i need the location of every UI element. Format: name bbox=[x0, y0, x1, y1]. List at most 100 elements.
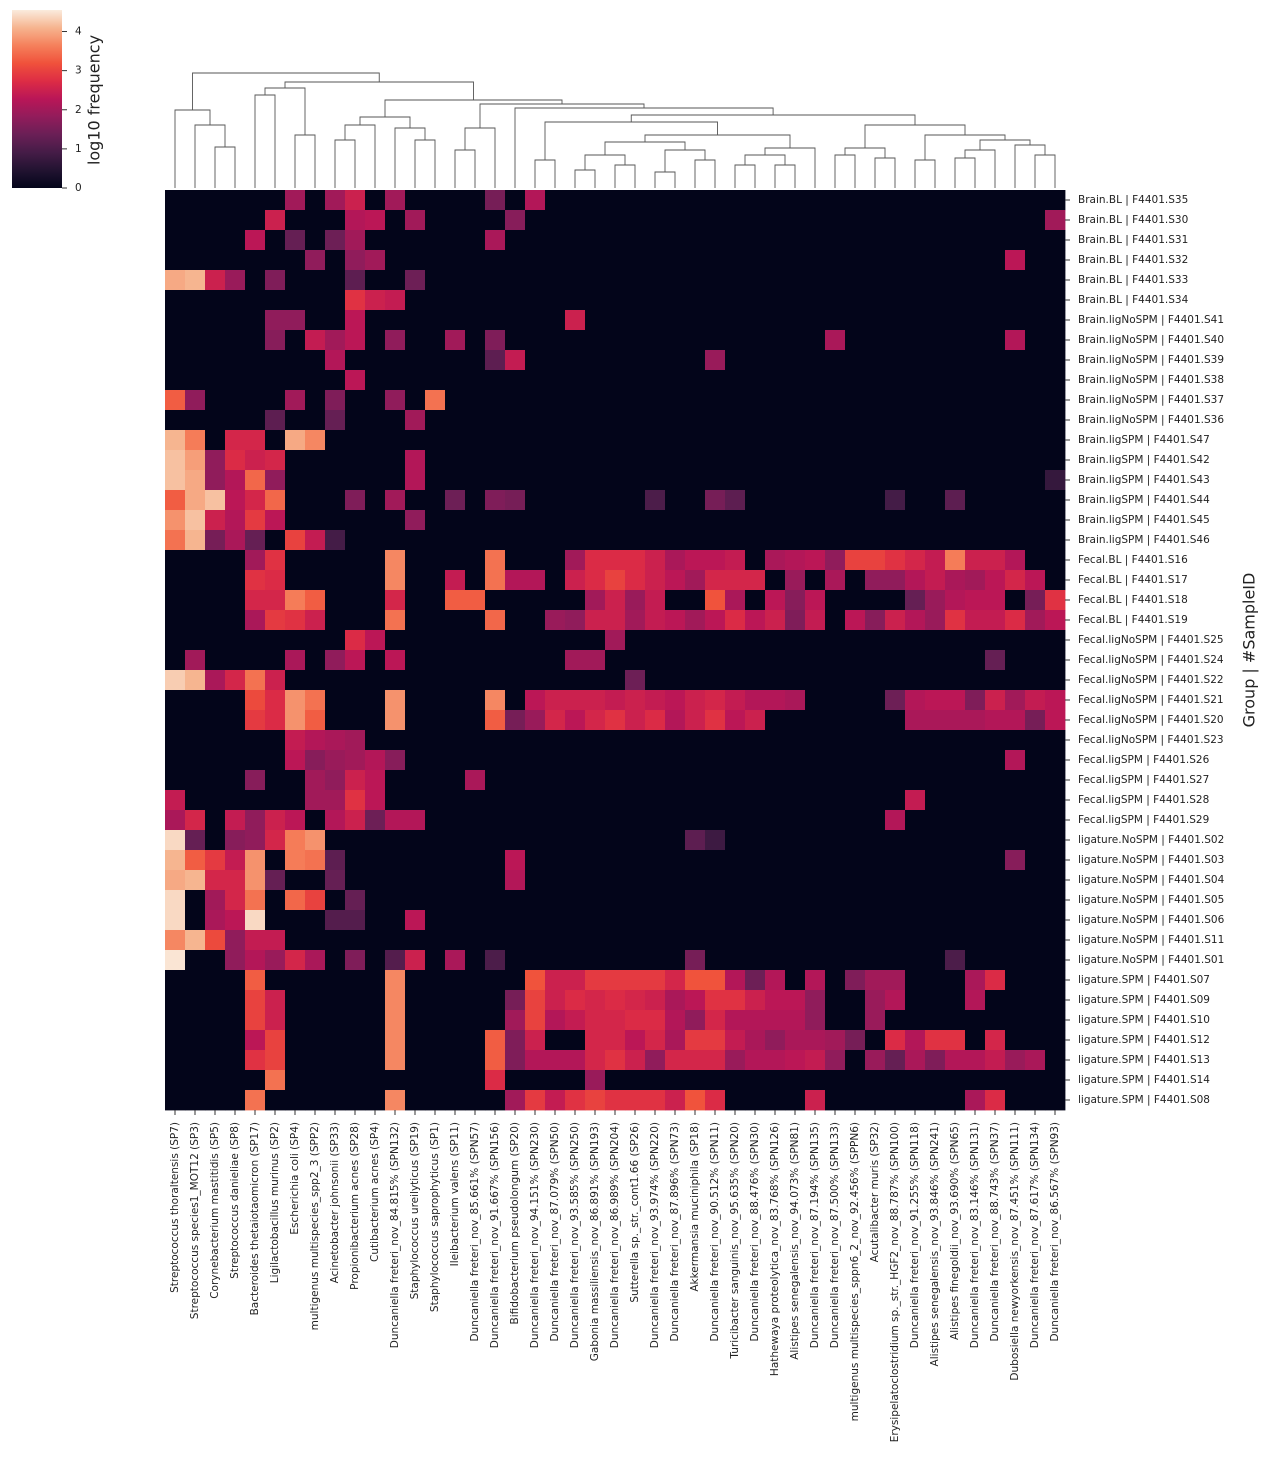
heatmap-cell bbox=[345, 570, 366, 591]
heatmap-cell bbox=[705, 570, 726, 591]
heatmap-cell bbox=[385, 970, 406, 991]
heatmap-cell bbox=[165, 510, 186, 531]
heatmap-cell bbox=[485, 590, 506, 611]
heatmap-cell bbox=[325, 270, 346, 291]
heatmap-cell bbox=[925, 1030, 946, 1051]
heatmap-cell bbox=[365, 910, 386, 931]
heatmap-cell bbox=[745, 370, 766, 391]
heatmap-cell bbox=[325, 690, 346, 711]
row-label: Fecal.ligNoSPM | F4401.S23 bbox=[1078, 734, 1224, 746]
heatmap-cell bbox=[785, 310, 806, 331]
colorbar bbox=[12, 10, 62, 188]
heatmap-cell bbox=[1025, 890, 1046, 911]
heatmap-cell bbox=[705, 310, 726, 331]
heatmap-cell bbox=[245, 1050, 266, 1071]
column-label: Alistipes senegalensis_nov_94.073% (SPN8… bbox=[789, 1122, 801, 1360]
heatmap-cell bbox=[785, 510, 806, 531]
heatmap-cell bbox=[385, 410, 406, 431]
heatmap-cell bbox=[825, 830, 846, 851]
heatmap-cell bbox=[705, 890, 726, 911]
heatmap-cell bbox=[705, 450, 726, 471]
heatmap-cell bbox=[485, 530, 506, 551]
heatmap-cell bbox=[805, 890, 826, 911]
column-label: Duncaniella freteri_nov_88.743% (SPN37) bbox=[989, 1122, 1001, 1342]
heatmap-cell bbox=[565, 490, 586, 511]
heatmap-cell bbox=[165, 450, 186, 471]
heatmap-cell bbox=[585, 570, 606, 591]
heatmap-cell bbox=[765, 570, 786, 591]
heatmap-cell bbox=[925, 650, 946, 671]
heatmap-cell bbox=[385, 470, 406, 491]
heatmap-cell bbox=[965, 570, 986, 591]
heatmap-cell bbox=[925, 1070, 946, 1091]
heatmap-cell bbox=[485, 570, 506, 591]
heatmap-cell bbox=[205, 370, 226, 391]
heatmap-cell bbox=[465, 490, 486, 511]
heatmap-cell bbox=[265, 230, 286, 251]
heatmap-cell bbox=[1005, 730, 1026, 751]
heatmap-cell bbox=[865, 330, 886, 351]
heatmap-cell bbox=[685, 310, 706, 331]
heatmap-cell bbox=[405, 850, 426, 871]
heatmap-cell bbox=[505, 250, 526, 271]
heatmap-cell bbox=[225, 450, 246, 471]
column-label: Bacteroides thetaiotaomicron (SP17) bbox=[249, 1122, 261, 1315]
heatmap-cell bbox=[525, 970, 546, 991]
heatmap-cell bbox=[685, 910, 706, 931]
heatmap-cell bbox=[945, 710, 966, 731]
heatmap-cell bbox=[705, 990, 726, 1011]
heatmap-cell bbox=[565, 530, 586, 551]
heatmap-cell bbox=[285, 950, 306, 971]
heatmap-cell bbox=[585, 910, 606, 931]
heatmap-cell bbox=[905, 1010, 926, 1031]
heatmap-cell bbox=[845, 690, 866, 711]
heatmap-cell bbox=[445, 530, 466, 551]
heatmap-cell bbox=[425, 290, 446, 311]
heatmap-cell bbox=[705, 1070, 726, 1091]
heatmap-cell bbox=[785, 730, 806, 751]
heatmap-cell bbox=[825, 530, 846, 551]
heatmap-cell bbox=[505, 190, 526, 211]
heatmap-cell bbox=[545, 970, 566, 991]
heatmap-cell bbox=[605, 550, 626, 571]
heatmap-cell bbox=[925, 890, 946, 911]
heatmap-cell bbox=[1005, 850, 1026, 871]
heatmap-cell bbox=[425, 410, 446, 431]
heatmap-cell bbox=[1045, 850, 1066, 871]
heatmap-cell bbox=[265, 610, 286, 631]
heatmap-cell bbox=[685, 1090, 706, 1111]
heatmap-cell bbox=[625, 250, 646, 271]
heatmap-cell bbox=[725, 610, 746, 631]
heatmap-cell bbox=[605, 910, 626, 931]
heatmap-cell bbox=[605, 510, 626, 531]
heatmap-cell bbox=[645, 390, 666, 411]
heatmap-cell bbox=[825, 270, 846, 291]
heatmap-cell bbox=[325, 510, 346, 531]
heatmap-cell bbox=[505, 1050, 526, 1071]
heatmap-cell bbox=[265, 490, 286, 511]
heatmap-cell bbox=[665, 790, 686, 811]
heatmap-cell bbox=[625, 650, 646, 671]
heatmap-cell bbox=[785, 450, 806, 471]
heatmap-cell bbox=[805, 610, 826, 631]
heatmap-cell bbox=[725, 490, 746, 511]
heatmap-cell bbox=[985, 570, 1006, 591]
heatmap-cell bbox=[925, 830, 946, 851]
heatmap-cell bbox=[925, 1090, 946, 1111]
heatmap-cell bbox=[365, 750, 386, 771]
heatmap-cell bbox=[845, 830, 866, 851]
heatmap-cell bbox=[645, 670, 666, 691]
heatmap-cell bbox=[445, 970, 466, 991]
heatmap-cell bbox=[345, 1090, 366, 1111]
column-label: Streptococcus species1_MOT12 (SP3) bbox=[189, 1122, 201, 1319]
heatmap-cell bbox=[285, 610, 306, 631]
heatmap-cell bbox=[845, 970, 866, 991]
heatmap-cell bbox=[885, 490, 906, 511]
heatmap-cell bbox=[725, 270, 746, 291]
heatmap-cell bbox=[985, 230, 1006, 251]
heatmap-cell bbox=[265, 590, 286, 611]
row-label: Brain.ligNoSPM | F4401.S40 bbox=[1078, 334, 1224, 346]
heatmap-cell bbox=[1005, 430, 1026, 451]
heatmap-cell bbox=[465, 530, 486, 551]
heatmap-cell bbox=[385, 210, 406, 231]
